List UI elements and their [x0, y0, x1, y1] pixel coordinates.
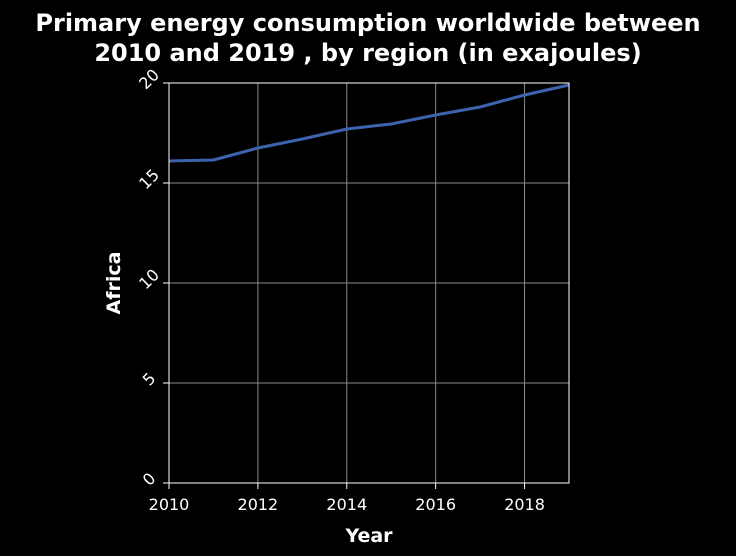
y-tick-label: 20 — [135, 65, 163, 93]
x-tick-label: 2018 — [504, 495, 545, 514]
y-axis: 0 5 10 15 20 — [135, 65, 169, 489]
x-tick-label: 2016 — [415, 495, 456, 514]
series-line-africa — [168, 83, 570, 163]
x-tick-label: 2012 — [238, 495, 279, 514]
y-tick-label: 5 — [139, 369, 160, 390]
x-axis-label: Year — [344, 525, 393, 547]
plot-frame — [168, 82, 570, 484]
x-tick-label: 2010 — [149, 495, 190, 514]
chart-title-line-2: 2010 and 2019 , by region (in exajoules) — [94, 39, 641, 67]
y-axis-label: Africa — [103, 252, 125, 315]
y-tick-label: 15 — [135, 165, 163, 193]
y-tick-label: 0 — [139, 469, 160, 490]
chart-title-line-1: Primary energy consumption worldwide bet… — [35, 9, 700, 37]
x-tick-label: 2014 — [326, 495, 367, 514]
x-axis: 2010 2012 2014 2016 2018 — [149, 483, 545, 514]
y-tick-label: 10 — [135, 265, 163, 293]
